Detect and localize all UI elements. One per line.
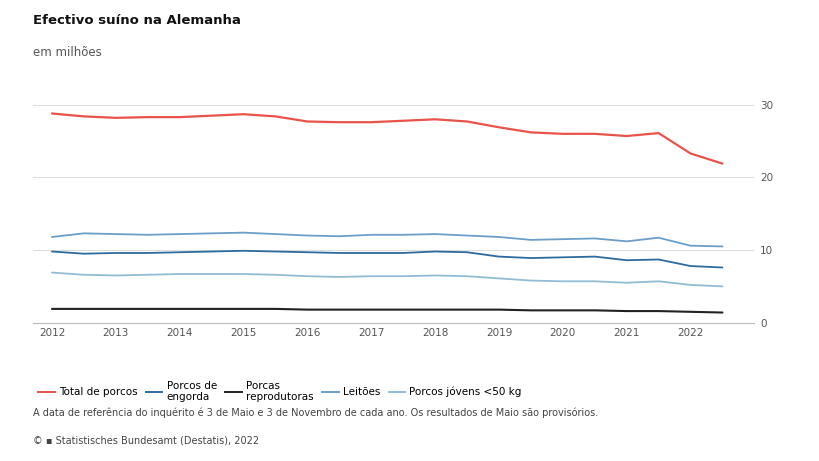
- Text: em milhões: em milhões: [33, 46, 102, 59]
- Text: Efectivo suíno na Alemanha: Efectivo suíno na Alemanha: [33, 14, 241, 27]
- Text: © ▪ Statistisches Bundesamt (Destatis), 2022: © ▪ Statistisches Bundesamt (Destatis), …: [33, 436, 259, 446]
- Text: A data de referência do inquérito é 3 de Maio e 3 de Novembro de cada ano. Os re: A data de referência do inquérito é 3 de…: [33, 408, 597, 419]
- Legend: Total de porcos, Porcos de
engorda, Porcas
reprodutoras, Leitões, Porcos jóvens : Total de porcos, Porcos de engorda, Porc…: [38, 381, 521, 402]
